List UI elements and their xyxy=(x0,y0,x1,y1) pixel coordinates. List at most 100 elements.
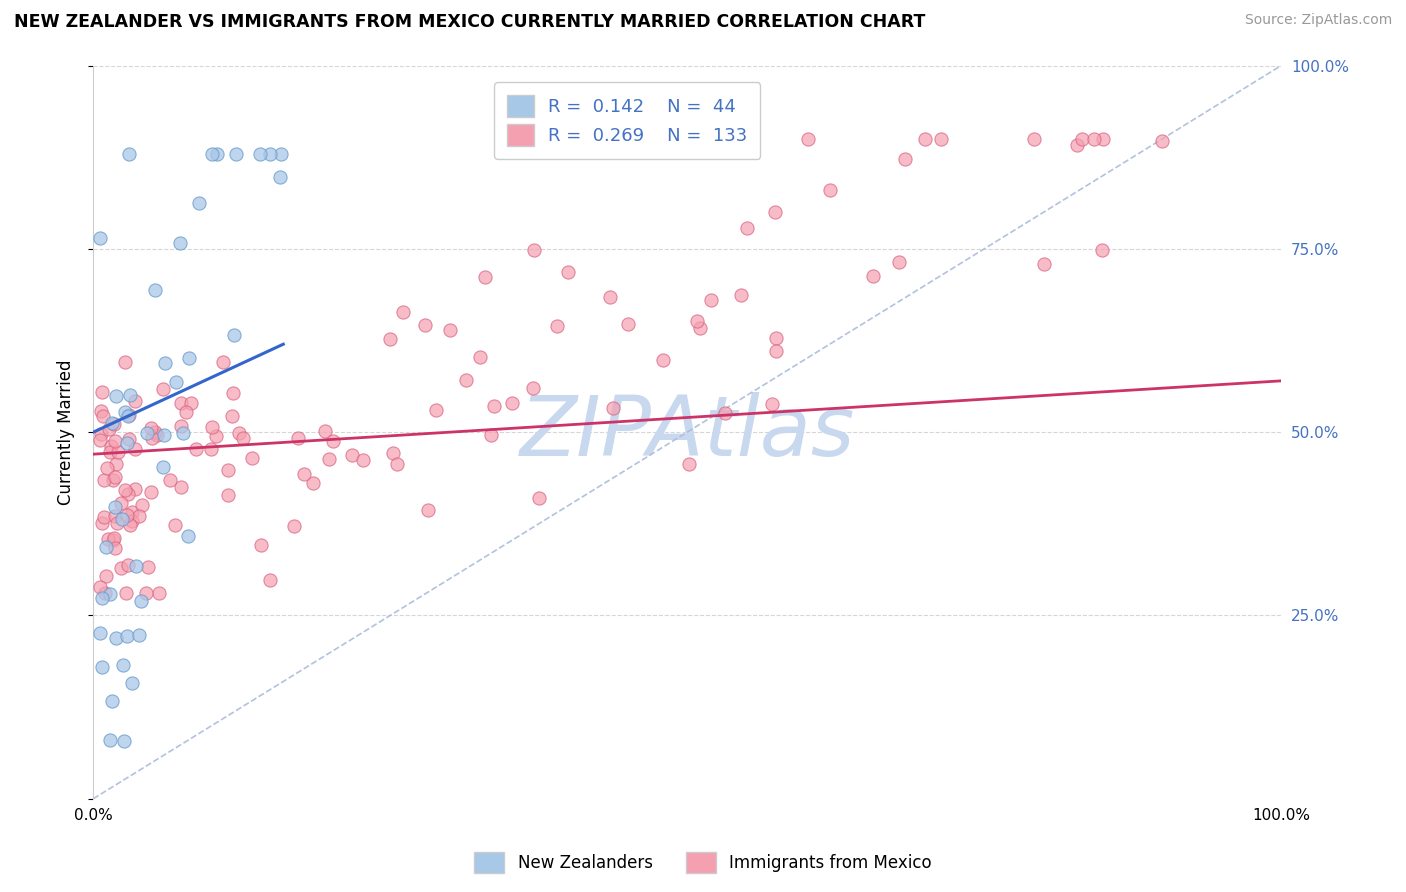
Point xyxy=(91,591,114,605)
Point xyxy=(765,344,787,359)
Point xyxy=(387,457,409,471)
Point xyxy=(392,305,415,319)
Point xyxy=(104,457,127,471)
Y-axis label: Currently Married: Currently Married xyxy=(58,359,75,505)
Point xyxy=(112,657,135,672)
Point xyxy=(174,405,197,419)
Point xyxy=(283,519,305,533)
Point xyxy=(686,313,709,327)
Point xyxy=(205,146,228,161)
Point xyxy=(165,375,187,389)
Point xyxy=(101,694,124,708)
Point xyxy=(112,733,135,747)
Point xyxy=(468,350,491,364)
Point xyxy=(141,484,163,499)
Point xyxy=(222,327,245,342)
Point xyxy=(117,409,139,424)
Point xyxy=(117,432,139,446)
Point xyxy=(104,470,127,484)
Point xyxy=(322,434,344,449)
Point xyxy=(117,487,139,501)
Point xyxy=(232,431,254,445)
Legend: R =  0.142    N =  44, R =  0.269    N =  133: R = 0.142 N = 44, R = 0.269 N = 133 xyxy=(495,82,761,159)
Point xyxy=(105,388,128,402)
Point xyxy=(98,587,121,601)
Point xyxy=(114,355,136,369)
Point xyxy=(96,569,118,583)
Point xyxy=(249,146,271,161)
Point xyxy=(730,288,752,302)
Point xyxy=(602,401,624,415)
Point xyxy=(135,586,157,600)
Text: ZIPAtlas: ZIPAtlas xyxy=(519,392,855,473)
Point xyxy=(170,419,193,434)
Point xyxy=(90,404,112,418)
Point xyxy=(180,396,202,410)
Text: Source: ZipAtlas.com: Source: ZipAtlas.com xyxy=(1244,13,1392,28)
Point xyxy=(89,433,111,447)
Point xyxy=(118,518,141,533)
Point xyxy=(170,396,193,410)
Point xyxy=(91,660,114,674)
Point xyxy=(107,445,129,459)
Point xyxy=(91,385,114,400)
Point xyxy=(94,586,117,600)
Point xyxy=(217,462,239,476)
Point xyxy=(929,132,952,146)
Point xyxy=(129,594,152,608)
Point xyxy=(101,473,124,487)
Point xyxy=(1152,135,1174,149)
Point xyxy=(128,508,150,523)
Point xyxy=(527,491,550,506)
Point xyxy=(98,733,121,747)
Point xyxy=(163,518,186,533)
Point xyxy=(1032,257,1054,271)
Point xyxy=(172,426,194,441)
Point xyxy=(616,317,638,331)
Point xyxy=(118,388,141,402)
Point xyxy=(318,452,340,467)
Point xyxy=(342,448,364,462)
Point xyxy=(124,394,146,409)
Point xyxy=(143,425,166,439)
Point xyxy=(170,480,193,494)
Point xyxy=(270,146,292,161)
Point xyxy=(287,431,309,445)
Point xyxy=(186,442,208,456)
Point xyxy=(522,381,544,395)
Point xyxy=(382,446,405,460)
Point xyxy=(93,510,115,524)
Point xyxy=(114,483,136,498)
Point xyxy=(93,473,115,487)
Point xyxy=(269,170,291,185)
Point xyxy=(152,459,174,474)
Point xyxy=(159,474,181,488)
Point xyxy=(148,586,170,600)
Point xyxy=(124,482,146,496)
Point xyxy=(91,409,114,424)
Point xyxy=(259,146,281,161)
Point xyxy=(103,533,125,548)
Point xyxy=(652,352,675,367)
Point xyxy=(100,445,122,459)
Point xyxy=(111,511,134,525)
Point xyxy=(201,146,224,161)
Point xyxy=(105,631,128,645)
Point xyxy=(380,332,402,346)
Point xyxy=(221,409,243,423)
Point xyxy=(104,434,127,448)
Point xyxy=(893,152,915,166)
Point xyxy=(117,558,139,573)
Point xyxy=(889,255,911,269)
Point xyxy=(97,422,120,436)
Point xyxy=(114,405,136,419)
Point xyxy=(96,461,118,475)
Point xyxy=(418,503,440,517)
Point xyxy=(259,573,281,587)
Point xyxy=(217,488,239,502)
Point xyxy=(546,318,568,333)
Point xyxy=(201,419,224,434)
Point xyxy=(115,586,138,600)
Point xyxy=(188,195,211,210)
Point xyxy=(211,354,233,368)
